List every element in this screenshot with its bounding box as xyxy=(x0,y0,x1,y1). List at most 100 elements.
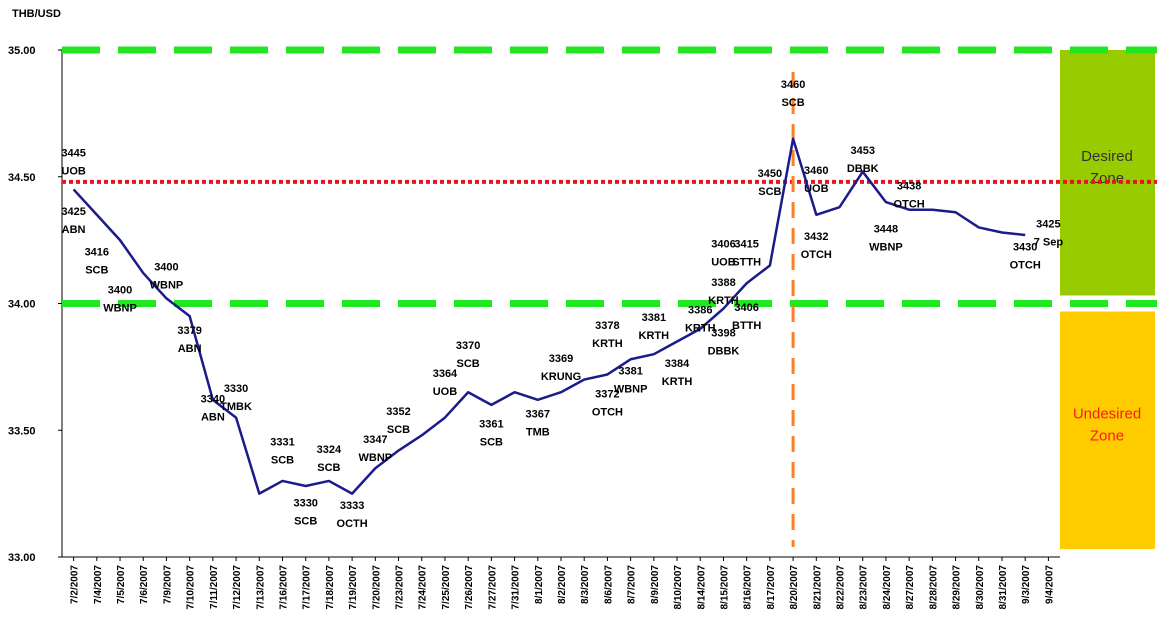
annotation-rate: 3453 xyxy=(850,145,874,157)
x-tick-label: 7/10/2007 xyxy=(186,565,197,610)
annotation-rate: 3388 xyxy=(711,277,735,289)
x-tick-label: 8/1/2007 xyxy=(534,565,545,604)
annotation-rate: 3330 xyxy=(224,383,248,395)
annotation-bank: STTH xyxy=(732,257,761,269)
x-tick-label: 8/6/2007 xyxy=(603,565,614,604)
annotation-rate: 3367 xyxy=(526,409,550,421)
x-tick-label: 8/17/2007 xyxy=(766,565,777,610)
annotation-rate: 3406 xyxy=(734,302,758,314)
x-tick-label: 7/6/2007 xyxy=(139,565,150,604)
annotation-rate: 3425 xyxy=(61,206,85,218)
annotation-bank: WBNP xyxy=(359,452,393,464)
annotation-bank: OCTH xyxy=(337,518,368,530)
annotation-bank: KRTH xyxy=(685,323,716,335)
x-tick-label: 7/19/2007 xyxy=(348,565,359,610)
annotation-rate: 3369 xyxy=(549,353,573,365)
annotation-bank: DBBK xyxy=(847,163,879,175)
zone-label: Zone xyxy=(1090,170,1124,187)
x-tick-label: 8/30/2007 xyxy=(975,565,986,610)
annotation-rate: 3340 xyxy=(201,393,225,405)
annotation-bank: 7 Sep xyxy=(1034,236,1064,248)
x-tick-label: 8/9/2007 xyxy=(650,565,661,604)
x-tick-label: 8/22/2007 xyxy=(836,565,847,610)
x-tick-label: 8/2/2007 xyxy=(557,565,568,604)
annotation-bank: TMBK xyxy=(220,401,252,413)
x-tick-label: 7/25/2007 xyxy=(441,565,452,610)
annotation-rate: 3406 xyxy=(711,239,735,251)
x-tick-label: 8/28/2007 xyxy=(928,565,939,610)
annotation-bank: SCB xyxy=(480,437,503,449)
annotation-rate: 3324 xyxy=(317,444,342,456)
annotation-rate: 3398 xyxy=(711,327,735,339)
annotation-bank: SCB xyxy=(758,186,781,198)
x-tick-label: 8/31/2007 xyxy=(998,565,1009,610)
x-tick-label: 8/3/2007 xyxy=(580,565,591,604)
annotation-rate: 3400 xyxy=(154,262,178,274)
annotation-bank: OTCH xyxy=(592,406,623,418)
annotation-bank: UOB xyxy=(711,257,736,269)
annotation-rate: 3386 xyxy=(688,305,712,317)
annotation-rate: 3333 xyxy=(340,500,364,512)
annotation-rate: 3370 xyxy=(456,340,480,352)
annotation-bank: WBNP xyxy=(103,302,137,314)
annotation-bank: SCB xyxy=(387,424,410,436)
y-tick-label: 35.00 xyxy=(8,45,36,57)
annotation-rate: 3378 xyxy=(595,320,619,332)
annotation-bank: SCB xyxy=(457,358,480,370)
y-tick-label: 33.50 xyxy=(8,425,36,437)
x-tick-label: 7/16/2007 xyxy=(278,565,289,610)
annotation-bank: KRTH xyxy=(639,330,670,342)
annotation-bank: TMB xyxy=(526,427,550,439)
zone-label: Desired xyxy=(1081,148,1133,165)
annotation-bank: SCB xyxy=(271,454,294,466)
annotation-bank: WBNP xyxy=(614,383,648,395)
annotation-rate: 3347 xyxy=(363,434,387,446)
annotation-bank: KRTH xyxy=(708,295,739,307)
x-tick-label: 8/27/2007 xyxy=(905,565,916,610)
annotation-rate: 3372 xyxy=(595,388,619,400)
annotation-rate: 3460 xyxy=(804,165,828,177)
x-tick-label: 7/31/2007 xyxy=(511,565,522,610)
annotation-bank: KRUNG xyxy=(541,371,581,383)
annotation-bank: DBBK xyxy=(708,345,740,357)
x-tick-label: 8/14/2007 xyxy=(696,565,707,610)
annotation-bank: WBNP xyxy=(869,242,903,254)
annotation-bank: WBNP xyxy=(150,280,184,292)
y-tick-label: 34.00 xyxy=(8,299,36,311)
x-tick-label: 7/17/2007 xyxy=(302,565,313,610)
zone-label: Undesired xyxy=(1073,405,1141,422)
annotation-bank: KRTH xyxy=(662,376,693,388)
x-tick-label: 7/26/2007 xyxy=(464,565,475,610)
x-tick-label: 7/23/2007 xyxy=(395,565,406,610)
x-tick-label: 8/24/2007 xyxy=(882,565,893,610)
annotation-rate: 3361 xyxy=(479,419,503,431)
x-tick-label: 7/18/2007 xyxy=(325,565,336,610)
x-tick-label: 7/12/2007 xyxy=(232,565,243,610)
y-axis-title: THB/USD xyxy=(12,8,61,20)
x-tick-label: 9/4/2007 xyxy=(1044,565,1055,604)
series-line xyxy=(72,137,1026,495)
x-tick-label: 7/20/2007 xyxy=(371,565,382,610)
x-tick-label: 8/21/2007 xyxy=(812,565,823,610)
x-tick-label: 8/16/2007 xyxy=(743,565,754,610)
annotation-rate: 3400 xyxy=(108,284,132,296)
x-tick-label: 7/9/2007 xyxy=(162,565,173,604)
annotation-rate: 3352 xyxy=(386,406,410,418)
x-tick-label: 7/4/2007 xyxy=(93,565,104,604)
annotation-bank: KRTH xyxy=(592,338,623,350)
annotation-rate: 3381 xyxy=(618,365,642,377)
x-tick-label: 8/23/2007 xyxy=(859,565,870,610)
x-tick-label: 7/5/2007 xyxy=(116,565,127,604)
annotation-rate: 3445 xyxy=(61,147,85,159)
annotation-rate: 3384 xyxy=(665,358,690,370)
annotation-rate: 3432 xyxy=(804,231,828,243)
annotation-bank: OTCH xyxy=(1010,259,1041,271)
annotation-bank: UOB xyxy=(433,386,458,398)
annotation-rate: 3381 xyxy=(642,312,666,324)
x-tick-label: 8/15/2007 xyxy=(719,565,730,610)
zone xyxy=(1060,50,1155,296)
x-tick-label: 7/2/2007 xyxy=(70,565,81,604)
x-tick-label: 9/3/2007 xyxy=(1021,565,1032,604)
x-tick-label: 7/24/2007 xyxy=(418,565,429,610)
